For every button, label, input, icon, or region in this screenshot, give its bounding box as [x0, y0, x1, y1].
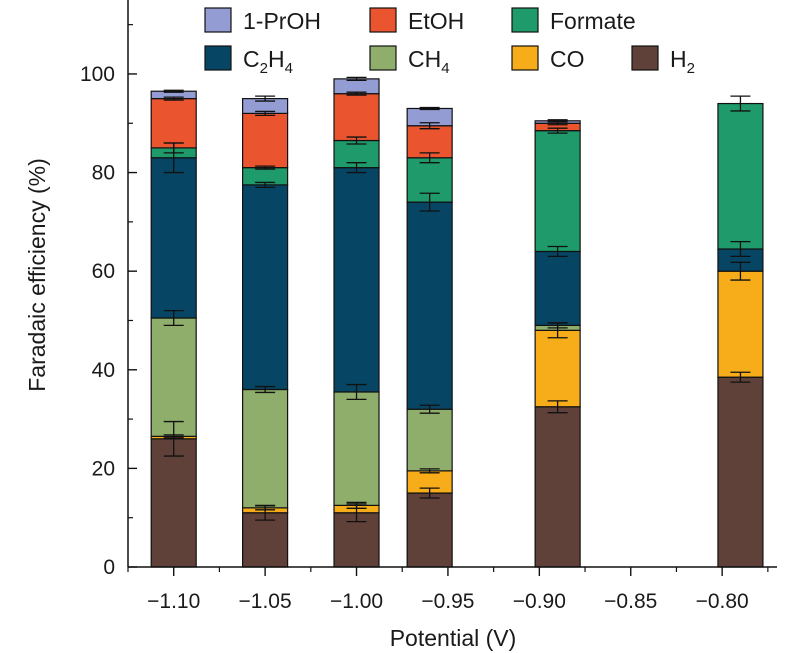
error-bar-3-1 [255, 181, 276, 189]
x-tick-label: −1.00 [330, 590, 383, 613]
error-bar-4-0 [163, 142, 184, 154]
bar-segment-0-4 [534, 406, 581, 568]
error-bars [163, 76, 751, 523]
error-bar-0-4 [547, 400, 568, 414]
error-bar-5-3 [419, 122, 440, 130]
error-bar-3-2 [346, 162, 367, 174]
bar-segment-0-3 [406, 492, 453, 568]
error-bar-4-3 [419, 152, 440, 164]
bar-segment-4-4 [534, 130, 581, 253]
y-tick-label: 0 [103, 556, 115, 579]
legend-item-c2h4: C2H4 [204, 45, 293, 77]
legend-swatch [369, 45, 397, 71]
error-bar-5-0 [163, 96, 184, 101]
legend-item-co: CO [511, 45, 585, 72]
legend-item-h2: H2 [631, 45, 695, 77]
bar-segment-5-2 [333, 93, 380, 142]
error-bar-4-4 [547, 127, 568, 134]
y-tick-label: 20 [92, 457, 115, 480]
legend-label: CO [550, 46, 585, 72]
error-bar-6-3 [419, 106, 440, 111]
legend-item-formate: Formate [511, 7, 636, 34]
error-bar-4-1 [255, 165, 276, 170]
bar-segment-6-2 [333, 78, 380, 95]
y-tick-label: 40 [92, 359, 115, 382]
legend-swatch [511, 45, 539, 71]
error-bar-6-2 [346, 76, 367, 82]
legend-swatch [511, 7, 539, 33]
error-bar-6-1 [255, 95, 276, 102]
error-bar-2-0 [163, 309, 184, 327]
bar-segment-3-1 [242, 184, 289, 391]
bar-segment-0-1 [242, 512, 289, 568]
legend-label: 1-PrOH [243, 8, 321, 34]
y-tick-label: 80 [92, 162, 115, 185]
error-bar-0-0 [163, 420, 184, 457]
x-tick-label: −1.05 [239, 590, 292, 613]
bar-segment-0-5 [717, 376, 764, 568]
legend-item-etoh: EtOH [369, 7, 464, 34]
legend-label: Formate [550, 8, 636, 34]
error-bar-1-5 [730, 261, 751, 281]
legend-item-1-proh: 1-PrOH [204, 7, 321, 34]
error-bar-2-2 [346, 383, 367, 401]
legend-label: EtOH [408, 8, 464, 34]
error-bar-3-5 [730, 240, 751, 258]
bar-segment-4-5 [717, 102, 764, 250]
legend-label: H2 [670, 46, 695, 77]
error-bar-4-2 [346, 136, 367, 145]
bar-segment-2-3 [406, 408, 453, 472]
x-tick-label: −0.90 [513, 590, 566, 613]
error-bar-6-4 [547, 119, 568, 123]
x-tick-label: −0.85 [604, 590, 657, 613]
bar-segment-5-0 [150, 98, 197, 149]
error-bar-0-5 [730, 371, 751, 383]
error-bar-0-3 [419, 487, 440, 499]
legend-item-ch4: CH4 [369, 45, 450, 77]
error-bar-2-3 [419, 404, 440, 414]
y-axis-title: Faradaic efficiency (%) [24, 158, 50, 392]
error-bar-3-3 [419, 192, 440, 212]
error-bar-1-0 [163, 434, 184, 439]
error-bar-3-4 [547, 245, 568, 258]
legend-label: CH4 [408, 46, 450, 77]
bar-segment-2-1 [242, 388, 289, 509]
bar-segment-2-0 [150, 317, 197, 437]
legend-swatch [369, 7, 397, 33]
error-bar-1-3 [419, 468, 440, 474]
bar-stacks [150, 78, 764, 568]
error-bar-2-1 [255, 385, 276, 394]
bar-segment-2-2 [333, 391, 380, 506]
bar-segment-0-0 [150, 438, 197, 568]
error-bar-1-1 [255, 505, 276, 511]
bar-segment-3-0 [150, 157, 197, 319]
legend-swatch [204, 7, 232, 33]
x-tick-label: −1.10 [147, 590, 200, 613]
error-bar-4-5 [730, 95, 751, 112]
x-tick-label: −0.95 [421, 590, 474, 613]
legend: 1-PrOH EtOH Formate C2H4 CH4 CO H2 [204, 7, 695, 77]
x-axis-title: Potential (V) [390, 625, 517, 651]
bar-segment-3-4 [534, 250, 581, 327]
legend-swatch [204, 45, 232, 71]
y-tick-label: 100 [80, 63, 115, 86]
bar-segment-3-3 [406, 201, 453, 410]
legend-swatch [631, 45, 659, 71]
legend-label: C2H4 [243, 46, 293, 77]
y-tick-label: 60 [92, 260, 115, 283]
axes: 0 20 40 60 80 100 −1.10 −1.05 −1.00 −0.95 −0.90 −0.… [80, 0, 777, 613]
bar-segment-1-5 [717, 270, 764, 378]
error-bar-6-0 [163, 89, 184, 93]
error-bar-2-4 [547, 322, 568, 329]
error-bar-1-2 [346, 501, 367, 509]
x-tick-label: −0.80 [696, 590, 749, 613]
bar-segment-1-4 [534, 329, 581, 408]
error-bar-5-2 [346, 91, 367, 96]
error-bar-5-1 [255, 110, 276, 117]
bar-segment-5-1 [242, 112, 289, 169]
bar-segment-3-2 [333, 167, 380, 393]
